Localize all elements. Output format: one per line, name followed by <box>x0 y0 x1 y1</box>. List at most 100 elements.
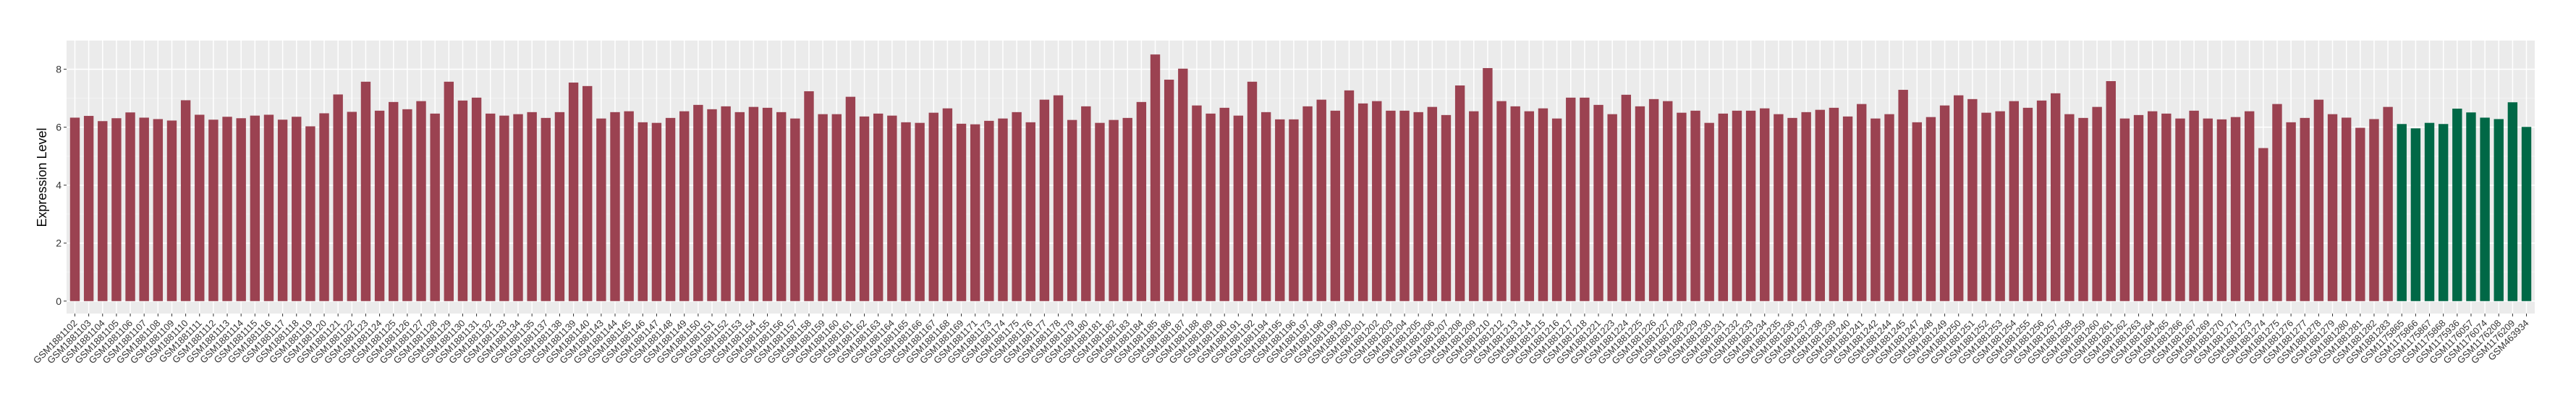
bar-GSM1881207 <box>1441 114 1452 301</box>
bar-GSM1881182 <box>1109 119 1119 301</box>
bar-GSM1881153 <box>734 112 745 301</box>
bar-GSM1881273 <box>2244 111 2255 301</box>
bar-GSM1881161 <box>845 96 856 301</box>
bar-GSM1175866 <box>2410 128 2421 301</box>
bar-GSM1881179 <box>1067 119 1077 301</box>
bar-GSM1881174 <box>998 118 1008 301</box>
y-tick-label: 6 <box>56 122 62 133</box>
bar-GSM1881175 <box>1012 112 1022 301</box>
bar-GSM1881223 <box>1607 114 1617 301</box>
bar-GSM1881124 <box>374 110 385 301</box>
bar-GSM1881233 <box>1745 110 1756 301</box>
bar-GSM1881244 <box>1884 114 1894 301</box>
bar-GSM1881267 <box>2189 110 2199 301</box>
bar-GSM1175867 <box>2424 122 2435 301</box>
bar-GSM1881156 <box>776 112 787 301</box>
bar-GSM1881167 <box>928 112 939 301</box>
bar-GSM1881221 <box>1593 104 1603 301</box>
bar-GSM1881218 <box>1580 97 1590 301</box>
bar-GSM1881245 <box>1898 90 1908 301</box>
bar-GSM1881148 <box>665 117 676 301</box>
bar-GSM1881125 <box>389 101 399 301</box>
bar-GSM1881270 <box>2216 119 2227 301</box>
bar-GSM1881122 <box>347 112 357 301</box>
bar-GSM1881128 <box>430 113 440 301</box>
bar-GSM1881131 <box>471 97 482 301</box>
bar-GSM1881217 <box>1566 97 1576 301</box>
bar-GSM1881224 <box>1621 94 1632 301</box>
bar-GSM1881203 <box>1386 110 1396 301</box>
bar-GSM1881196 <box>1289 119 1299 301</box>
bar-GSM1881209 <box>1469 111 1479 301</box>
bar-GSM1881123 <box>360 81 371 301</box>
bar-GSM1881147 <box>651 122 662 301</box>
bar-GSM1881198 <box>1316 99 1326 301</box>
bar-GSM1881190 <box>1219 107 1229 301</box>
bar-GSM1881151 <box>707 109 717 301</box>
bar-GSM1881227 <box>1663 101 1673 301</box>
bar-GSM1881112 <box>208 119 219 301</box>
bar-GSM1881105 <box>111 118 122 301</box>
bar-GSM1881178 <box>1053 95 1064 301</box>
bar-GSM1881191 <box>1233 115 1244 301</box>
bar-GSM1881132 <box>486 113 496 301</box>
bar-GSM1881238 <box>1815 109 1826 301</box>
bar-GSM1881201 <box>1357 103 1368 301</box>
bar-GSM1881235 <box>1774 114 1784 301</box>
bar-GSM1881252 <box>1981 112 1991 301</box>
bar-GSM1175936 <box>2452 109 2462 301</box>
bar-GSM1881134 <box>513 114 523 301</box>
bar-GSM1881183 <box>1122 117 1132 301</box>
bar-GSM1881137 <box>541 117 551 301</box>
bar-GSM1881260 <box>2092 106 2102 301</box>
bar-GSM1881280 <box>2341 117 2352 301</box>
bar-GSM1881206 <box>1427 106 1438 301</box>
bar-GSM1881199 <box>1330 110 1341 301</box>
bar-GSM1881184 <box>1136 101 1147 301</box>
bar-GSM1176057 <box>2466 112 2476 301</box>
bar-GSM1881176 <box>1025 122 1035 301</box>
bar-GSM1881139 <box>568 83 579 301</box>
bar-GSM1881283 <box>2383 106 2393 301</box>
bar-GSM1881269 <box>2203 118 2213 301</box>
bar-GSM1881236 <box>1787 117 1797 301</box>
bar-GSM1881281 <box>2355 127 2365 301</box>
bar-GSM1881256 <box>2036 100 2047 301</box>
bar-GSM1881265 <box>2161 113 2172 301</box>
bar-GSM1881216 <box>1551 118 1562 301</box>
bar-GSM1881232 <box>1732 110 1742 301</box>
bar-GSM1881187 <box>1178 68 1188 301</box>
bar-GSM1881251 <box>1967 98 1978 301</box>
bar-GSM1881213 <box>1510 106 1520 301</box>
bar-GSM1881237 <box>1801 112 1811 301</box>
bar-GSM1881159 <box>818 114 828 301</box>
bar-GSM1881168 <box>942 108 953 301</box>
bar-GSM1881230 <box>1704 122 1714 301</box>
bar-GSM1881173 <box>984 120 994 301</box>
bar-GSM1881225 <box>1635 106 1645 301</box>
bar-GSM1881162 <box>859 116 870 301</box>
bar-GSM1881247 <box>1912 122 1922 301</box>
bar-GSM1881234 <box>1760 108 1770 301</box>
bar-GSM1881279 <box>2327 114 2338 301</box>
bar-GSM1881257 <box>2051 93 2061 301</box>
bar-GSM1881160 <box>831 114 842 301</box>
bar-GSM1881215 <box>1538 108 1548 301</box>
bar-GSM1881104 <box>98 121 108 301</box>
bar-GSM1881212 <box>1496 101 1507 301</box>
bar-GSM1881120 <box>319 113 329 301</box>
bar-GSM1881253 <box>1995 111 2005 301</box>
bar-GSM1881110 <box>180 100 191 301</box>
bar-GSM1881114 <box>236 118 246 301</box>
bar-GSM1881164 <box>887 115 897 301</box>
bar-GSM1881250 <box>1954 95 1964 301</box>
bar-GSM1881103 <box>83 116 94 301</box>
bar-GSM1881181 <box>1095 122 1105 301</box>
y-tick-label: 4 <box>56 180 62 191</box>
bar-GSM1881165 <box>901 122 911 301</box>
bar-GSM1881152 <box>721 106 731 301</box>
bar-GSM1881163 <box>873 113 884 301</box>
bar-GSM1881261 <box>2106 81 2116 301</box>
bar-GSM1881231 <box>1718 113 1729 301</box>
